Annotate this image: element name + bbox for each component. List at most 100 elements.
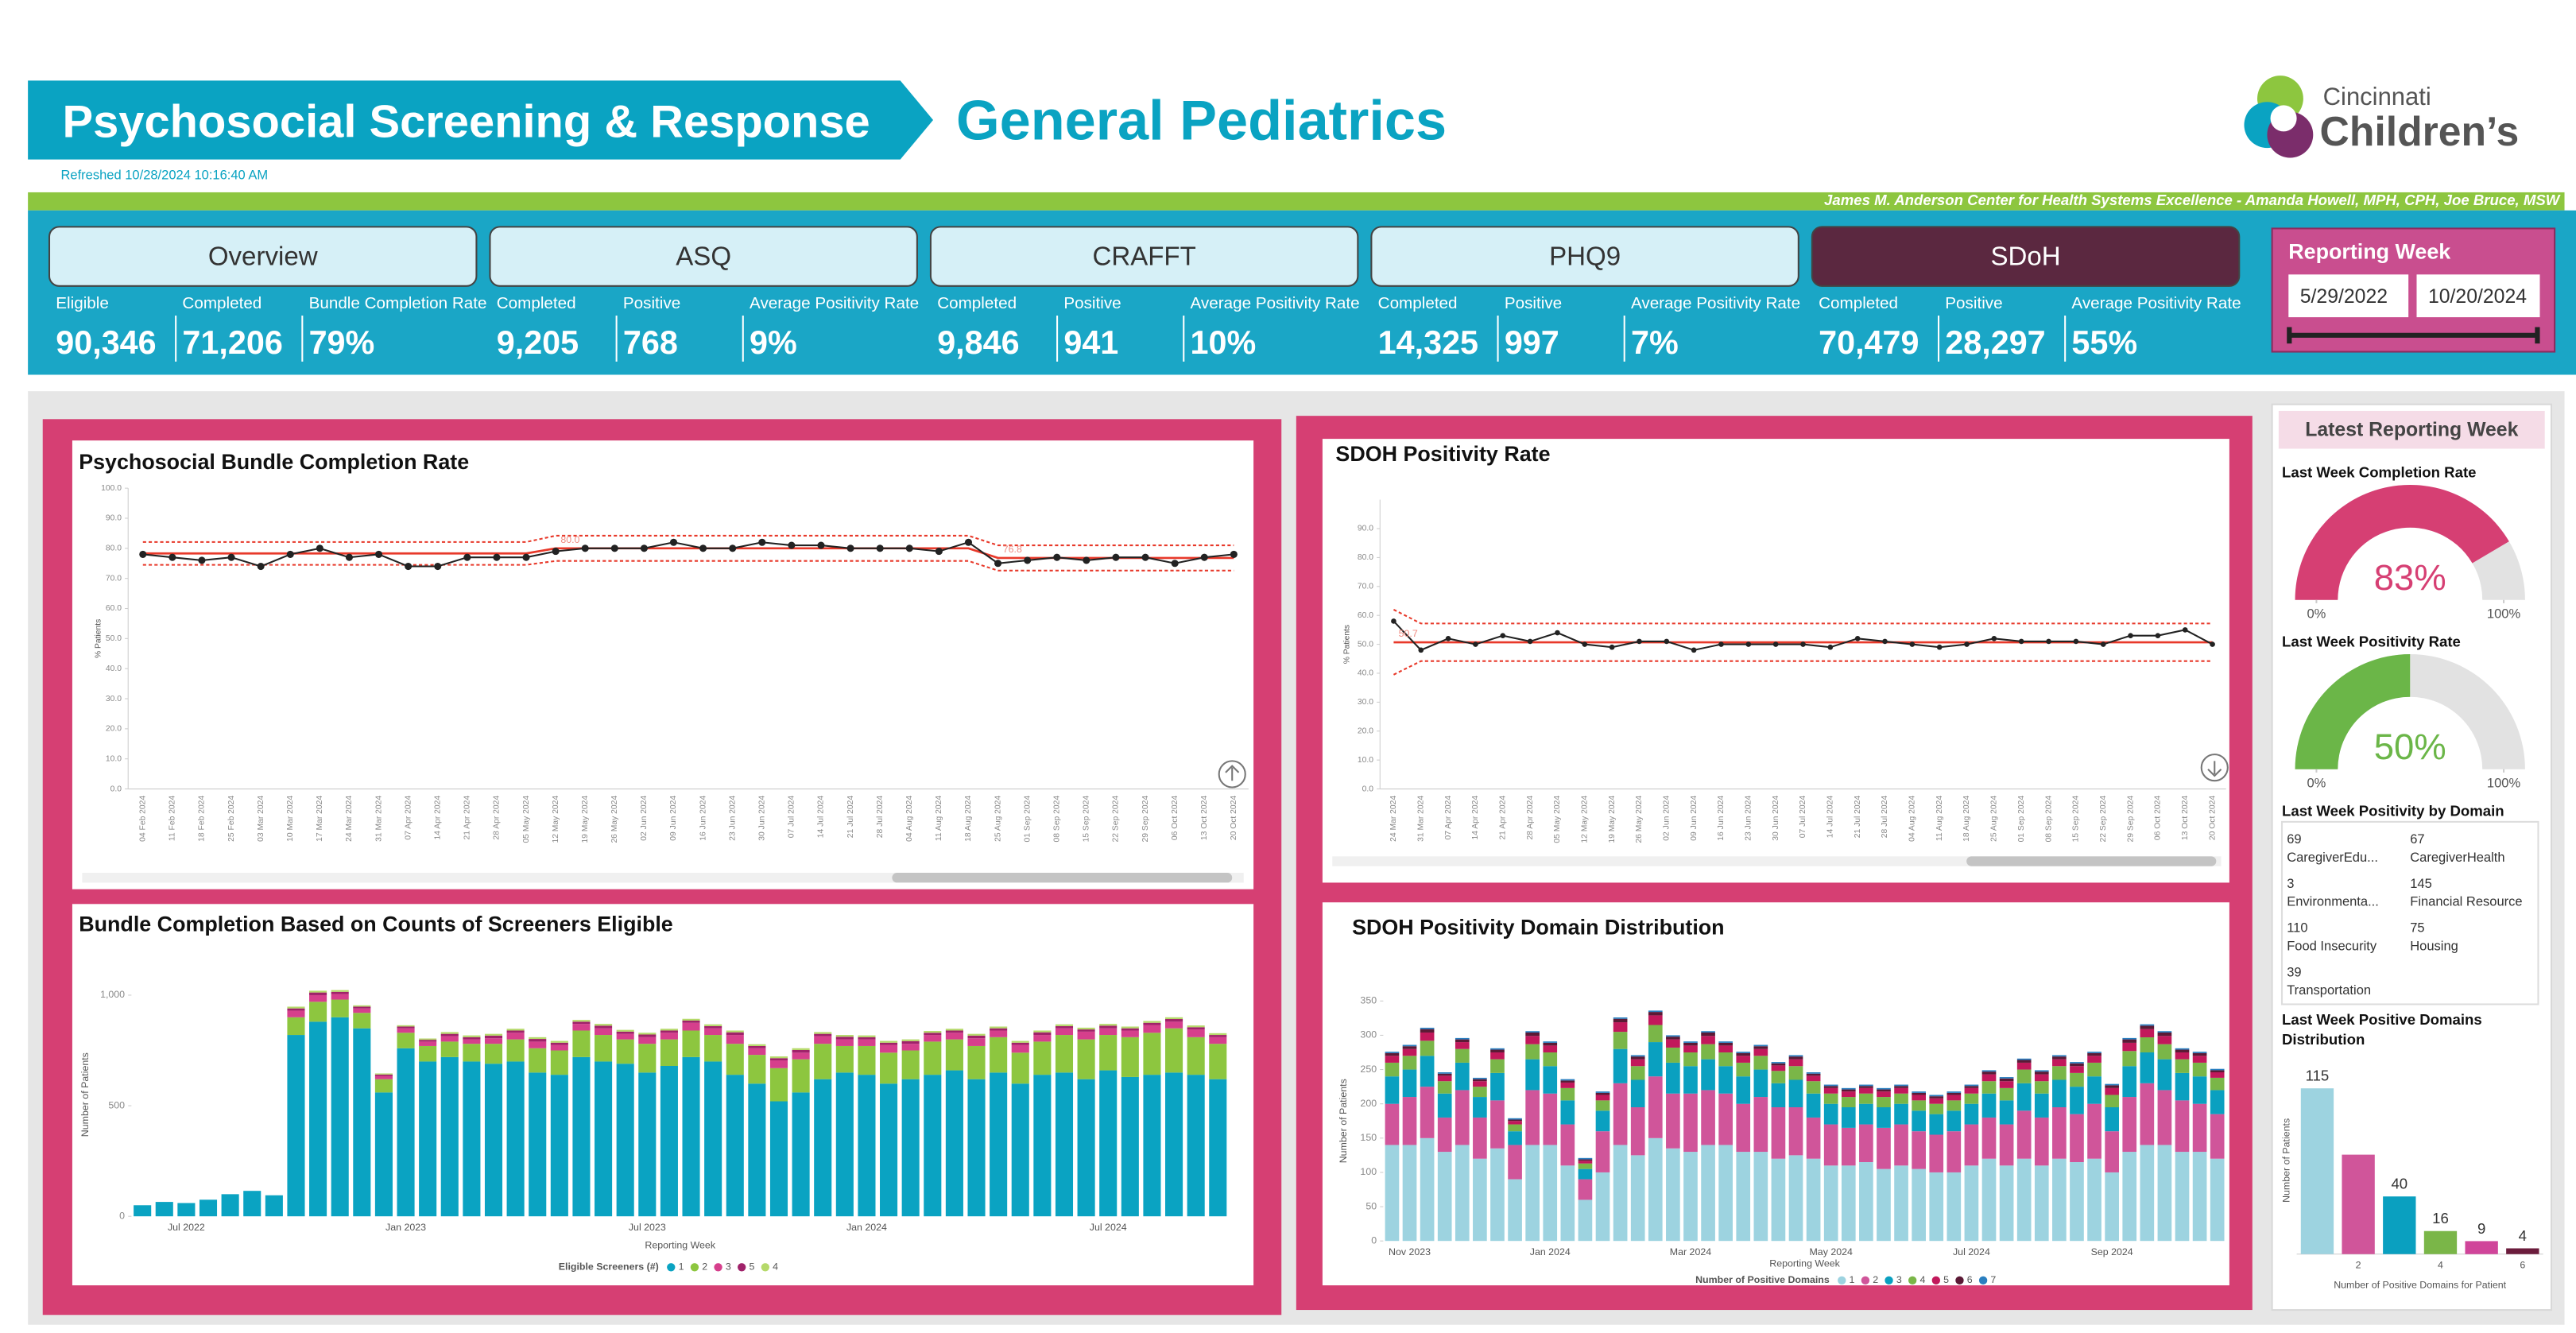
credit-band xyxy=(28,192,2565,211)
bar-segment xyxy=(1473,1087,1487,1098)
bar-segment xyxy=(924,1035,942,1042)
scroll-thumb[interactable] xyxy=(892,873,1233,883)
bar-segment xyxy=(463,1039,481,1044)
scroll-thumb[interactable] xyxy=(1966,856,2217,866)
domain-count: 67 xyxy=(2410,831,2424,847)
slider-handle[interactable] xyxy=(2535,327,2540,344)
x-tick-label: 31 Mar 2024 xyxy=(374,796,383,842)
bar-segment xyxy=(397,1048,415,1217)
bar-segment xyxy=(1753,1048,1768,1056)
latest-header xyxy=(2278,410,2545,449)
bar-segment xyxy=(595,1061,613,1217)
tab[interactable] xyxy=(929,226,1359,287)
x-tick-label: 18 Feb 2024 xyxy=(198,796,207,842)
tab-label: PHQ9 xyxy=(1549,242,1621,271)
bar-segment xyxy=(1437,1073,1452,1076)
bar-segment xyxy=(2087,1076,2101,1104)
bar-segment xyxy=(1490,1100,1505,1149)
data-point xyxy=(2182,627,2188,633)
bar-segment xyxy=(309,994,327,1002)
bar-segment xyxy=(1420,1056,1435,1087)
bar-segment xyxy=(1718,1042,1733,1046)
bar-segment xyxy=(309,1002,327,1022)
bar-segment xyxy=(2157,1031,2172,1033)
x-axis-title: Reporting Week xyxy=(645,1240,715,1251)
x-tick-label: 20 Oct 2024 xyxy=(1230,796,1238,841)
x-tick-label: 6 xyxy=(2520,1259,2525,1270)
data-point xyxy=(552,548,560,556)
date-input[interactable] xyxy=(2416,274,2540,318)
kpi-value: 70,479 xyxy=(1819,324,1919,361)
bar-segment xyxy=(1055,1072,1074,1217)
bar-segment xyxy=(1964,1087,1979,1094)
y-tick-label: 250 xyxy=(1360,1064,1377,1075)
bar-segment xyxy=(1701,1059,1715,1091)
title-banner xyxy=(28,80,934,160)
date-input[interactable] xyxy=(2288,274,2409,318)
bar-segment xyxy=(1187,1025,1205,1028)
center-label: 80.0 xyxy=(560,534,579,545)
bar-segment xyxy=(1165,1017,1183,1020)
bar-segment xyxy=(835,1045,854,1073)
bar-segment xyxy=(769,1101,788,1217)
bar-segment xyxy=(990,1030,1008,1037)
data-point xyxy=(1745,641,1752,647)
y-axis-title: % Patients xyxy=(95,619,103,658)
bar-segment xyxy=(2034,1071,2049,1075)
data-point xyxy=(434,562,442,571)
x-tick-label: Jan 2024 xyxy=(846,1222,887,1233)
bar-segment xyxy=(1981,1070,1997,1072)
tab[interactable] xyxy=(48,226,478,287)
tab[interactable] xyxy=(1370,226,1799,287)
bar-segment xyxy=(704,1024,722,1026)
bar-segment xyxy=(572,1020,591,1022)
bar-segment xyxy=(1402,1056,1417,1070)
bar-segment xyxy=(1402,1097,1417,1145)
x-tick-label: 26 May 2024 xyxy=(1635,796,1644,843)
bar-segment xyxy=(1999,1165,2014,1242)
x-tick-label: 29 Sep 2024 xyxy=(1141,796,1150,843)
kpi-value: 9,846 xyxy=(937,324,1019,361)
legend-label: 3 xyxy=(1896,1274,1902,1285)
bar-segment xyxy=(814,1036,832,1044)
tab[interactable] xyxy=(1811,226,2241,287)
bar-segment xyxy=(2034,1081,2049,1094)
bar-segment xyxy=(2070,1162,2084,1242)
x-tick-label: 11 Aug 2024 xyxy=(1935,796,1944,842)
bar-value-label: 16 xyxy=(2432,1210,2449,1226)
y-tick-label: 60.0 xyxy=(1358,611,1373,620)
data-point xyxy=(1418,647,1424,653)
kpi-label: Completed xyxy=(182,294,261,312)
data-point xyxy=(581,544,589,552)
bar-segment xyxy=(2122,1051,2137,1067)
kpi-label: Bundle Completion Rate xyxy=(309,294,487,312)
bar-segment xyxy=(1823,1086,1838,1088)
bar-segment xyxy=(2175,1059,2190,1073)
data-point xyxy=(729,544,737,552)
bar-segment xyxy=(616,1031,634,1034)
chart-title: Last Week Completion Rate xyxy=(2282,463,2476,480)
data-point xyxy=(345,553,353,561)
bar-segment xyxy=(1788,1155,1803,1242)
bar-segment xyxy=(1718,1052,1733,1067)
bar-segment xyxy=(1859,1124,1873,1163)
data-point xyxy=(405,562,413,571)
slider-handle[interactable] xyxy=(2287,327,2292,344)
tab[interactable] xyxy=(489,226,918,287)
bar-segment xyxy=(2175,1048,2190,1050)
y-tick-label: 40.0 xyxy=(106,665,122,673)
bar-segment xyxy=(880,1040,898,1043)
x-tick-label: 24 Mar 2024 xyxy=(345,796,354,842)
bar-segment xyxy=(1771,1083,1786,1107)
rate-line xyxy=(142,541,1234,568)
bar-segment xyxy=(1788,1079,1803,1108)
page-title: Psychosocial Screening & Response xyxy=(63,96,870,147)
bar-segment xyxy=(1099,1028,1118,1036)
y-tick-label: 0 xyxy=(119,1210,125,1221)
bar-segment xyxy=(1912,1168,1926,1242)
kpi-value: 768 xyxy=(623,324,678,361)
bar-segment xyxy=(638,1044,657,1073)
legend-label: 2 xyxy=(1873,1274,1878,1285)
bar-segment xyxy=(1666,1039,1680,1048)
data-point xyxy=(1637,638,1642,645)
